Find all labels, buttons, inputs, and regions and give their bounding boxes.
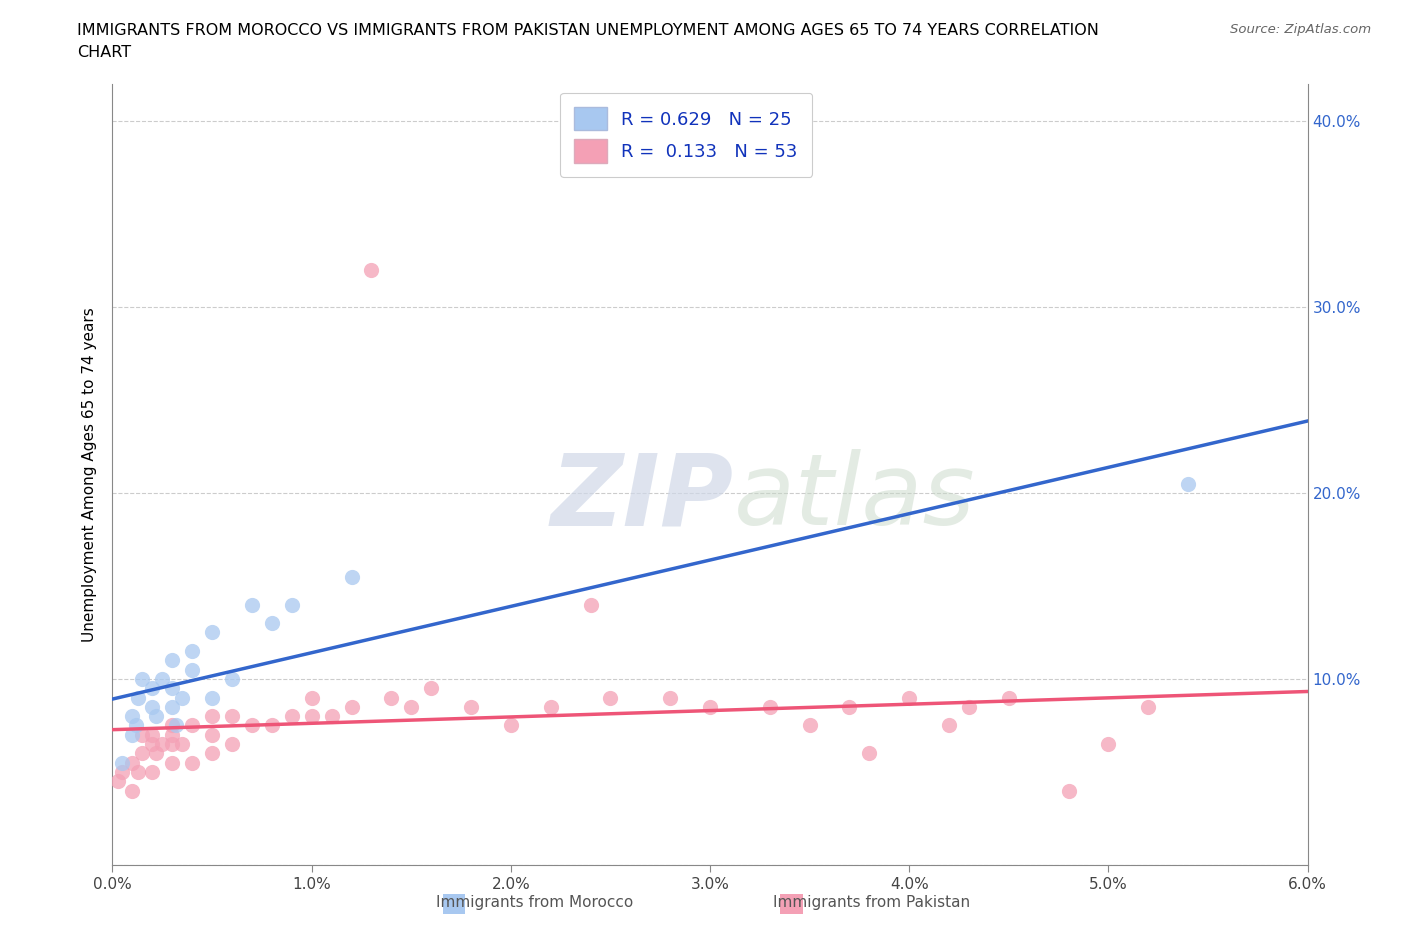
Point xyxy=(150,671,173,686)
Point xyxy=(145,746,167,761)
Point xyxy=(401,699,423,714)
Point xyxy=(1177,476,1199,491)
Point xyxy=(240,597,263,612)
Point xyxy=(201,727,224,742)
Point xyxy=(121,727,143,742)
Point xyxy=(201,709,224,724)
Point xyxy=(221,737,243,751)
Point xyxy=(121,783,143,798)
Point xyxy=(360,262,382,277)
Point xyxy=(499,718,522,733)
Point xyxy=(579,597,602,612)
Y-axis label: Unemployment Among Ages 65 to 74 years: Unemployment Among Ages 65 to 74 years xyxy=(82,307,97,642)
Point xyxy=(659,690,682,705)
Point xyxy=(172,737,194,751)
Point xyxy=(162,681,183,696)
Point xyxy=(201,746,224,761)
Text: Immigrants from Morocco: Immigrants from Morocco xyxy=(436,895,633,910)
Point xyxy=(125,718,148,733)
Text: ZIP: ZIP xyxy=(551,449,734,546)
Point xyxy=(201,690,224,705)
Point xyxy=(699,699,721,714)
Point xyxy=(240,718,263,733)
Point xyxy=(141,699,163,714)
Point xyxy=(145,709,167,724)
Point xyxy=(321,709,343,724)
Point xyxy=(301,709,323,724)
Point xyxy=(1137,699,1160,714)
Point xyxy=(799,718,821,733)
Point xyxy=(380,690,402,705)
Point xyxy=(201,625,224,640)
Point xyxy=(281,709,304,724)
Text: atlas: atlas xyxy=(734,449,976,546)
Point xyxy=(838,699,860,714)
Text: IMMIGRANTS FROM MOROCCO VS IMMIGRANTS FROM PAKISTAN UNEMPLOYMENT AMONG AGES 65 T: IMMIGRANTS FROM MOROCCO VS IMMIGRANTS FR… xyxy=(77,23,1099,38)
Point xyxy=(260,616,283,631)
Point xyxy=(181,644,204,658)
Point xyxy=(162,699,183,714)
Point xyxy=(131,727,153,742)
Point xyxy=(111,764,134,779)
Point xyxy=(141,764,163,779)
Point xyxy=(181,662,204,677)
Point xyxy=(162,727,183,742)
Point xyxy=(131,746,153,761)
Point xyxy=(599,690,621,705)
Point xyxy=(121,755,143,770)
Point xyxy=(141,737,163,751)
Text: CHART: CHART xyxy=(77,45,131,60)
Point xyxy=(1057,783,1080,798)
Text: Immigrants from Pakistan: Immigrants from Pakistan xyxy=(773,895,970,910)
Point xyxy=(127,764,149,779)
Point xyxy=(281,597,304,612)
Point xyxy=(221,709,243,724)
Point xyxy=(162,755,183,770)
Point xyxy=(260,718,283,733)
Point xyxy=(162,718,183,733)
Point xyxy=(107,774,129,789)
Point xyxy=(301,690,323,705)
Point xyxy=(141,681,163,696)
Legend: R = 0.629   N = 25, R =  0.133   N = 53: R = 0.629 N = 25, R = 0.133 N = 53 xyxy=(560,93,813,177)
Point xyxy=(340,699,363,714)
Point xyxy=(460,699,482,714)
Point xyxy=(172,690,194,705)
Point xyxy=(221,671,243,686)
Point xyxy=(540,699,562,714)
Point xyxy=(127,690,149,705)
Point xyxy=(141,727,163,742)
Point xyxy=(181,718,204,733)
Point xyxy=(957,699,980,714)
Point xyxy=(938,718,960,733)
Point xyxy=(121,709,143,724)
Point xyxy=(898,690,921,705)
Text: Source: ZipAtlas.com: Source: ZipAtlas.com xyxy=(1230,23,1371,36)
Point xyxy=(165,718,187,733)
Point xyxy=(998,690,1021,705)
Point xyxy=(150,737,173,751)
Point xyxy=(162,737,183,751)
Point xyxy=(131,671,153,686)
Point xyxy=(111,755,134,770)
Point xyxy=(340,569,363,584)
Point xyxy=(1097,737,1119,751)
Point xyxy=(162,653,183,668)
Point xyxy=(858,746,880,761)
Point xyxy=(420,681,443,696)
Point xyxy=(759,699,782,714)
Point xyxy=(181,755,204,770)
